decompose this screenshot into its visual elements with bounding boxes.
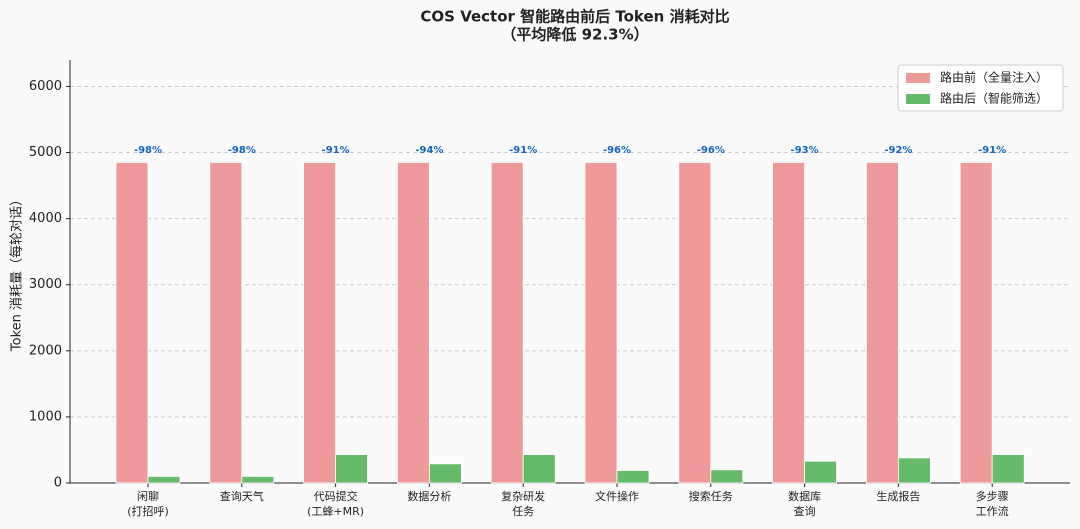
bar: [241, 475, 275, 484]
bar: [959, 162, 993, 484]
bar: [772, 162, 805, 484]
reduction-label: -98%: [228, 145, 256, 156]
reduction-label: -92%: [884, 145, 912, 156]
bar: [396, 162, 430, 484]
x-tick-label: 搜索任务: [688, 490, 733, 503]
bar: [428, 463, 462, 484]
bar: [991, 454, 1025, 484]
chart-subtitle: （平均降低 92.3%）: [501, 26, 648, 44]
bar: [898, 457, 931, 484]
reduction-label: -94%: [415, 145, 443, 156]
x-tick-label: 查询天气: [219, 490, 264, 503]
reduction-label: -96%: [697, 145, 725, 156]
reduction-label: -91%: [322, 145, 350, 156]
reduction-label: -91%: [509, 145, 537, 156]
x-tick-label: 数据分析: [407, 490, 452, 503]
x-tick-label: 代码提交 (工蜂+MR): [307, 490, 365, 518]
legend-label: 路由前（全量注入）: [940, 70, 1048, 85]
y-tick-label: 1000: [29, 409, 62, 424]
x-tick-label: 生成报告: [876, 490, 921, 503]
legend-box: [897, 64, 1064, 112]
legend-label: 路由后（智能筛选）: [940, 91, 1048, 106]
legend-swatch: [906, 73, 930, 83]
y-axis-label: Token 消耗量（每轮对话）: [9, 193, 25, 352]
x-tick-label: 数据库 查询: [788, 490, 822, 518]
y-tick-label: 3000: [29, 277, 62, 292]
reduction-label: -91%: [978, 145, 1006, 156]
bar: [522, 454, 556, 484]
x-tick-label: 复杂研发 任务: [501, 490, 546, 518]
bar: [804, 460, 837, 484]
bar: [616, 470, 650, 484]
x-tick-label: 闲聊 (打招呼): [127, 490, 169, 518]
y-tick-label: 2000: [29, 343, 62, 358]
reduction-label: -93%: [791, 145, 819, 156]
bar: [490, 162, 524, 484]
y-tick-label: 0: [54, 476, 62, 491]
y-tick-label: 5000: [29, 145, 62, 160]
reduction-label: -96%: [603, 145, 631, 156]
x-tick-label: 多步骤 工作流: [975, 490, 1009, 518]
legend-swatch: [906, 94, 930, 104]
bar: [866, 162, 899, 484]
bar: [115, 162, 149, 484]
chart-title: COS Vector 智能路由前后 Token 消耗对比: [420, 8, 729, 26]
x-tick-label: 文件操作: [595, 490, 639, 503]
bar: [584, 162, 618, 484]
y-tick-label: 4000: [29, 211, 62, 226]
bar: [303, 162, 337, 484]
bar: [209, 162, 243, 484]
bar: [678, 162, 712, 484]
bar: [147, 475, 181, 484]
y-tick-label: 6000: [29, 79, 62, 94]
bar: [335, 454, 369, 484]
bar: [710, 469, 744, 484]
reduction-label: -98%: [134, 145, 162, 156]
